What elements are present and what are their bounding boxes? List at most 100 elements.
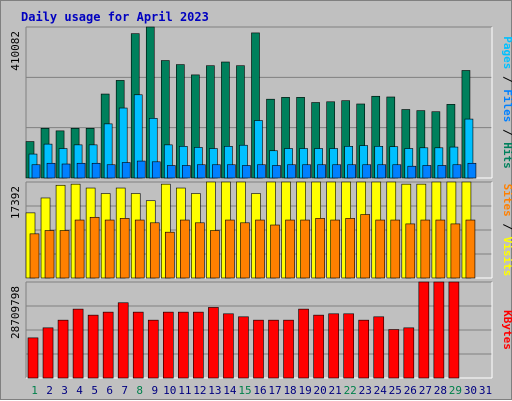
bar-sites	[360, 214, 371, 279]
bar-pages	[227, 164, 236, 179]
x-tick-label: 11	[178, 384, 191, 397]
x-tick-label: 20	[314, 384, 327, 397]
bar-sites	[375, 219, 386, 279]
chart-title: Daily usage for April 2023	[21, 10, 209, 24]
bar-sites	[104, 219, 115, 279]
bar-sites	[149, 222, 160, 279]
bar-kbytes	[147, 319, 159, 379]
bar-pages	[61, 163, 71, 179]
x-tick-label: 9	[151, 384, 158, 397]
bar-kbytes	[162, 311, 174, 379]
bar-kbytes	[223, 313, 234, 379]
bar-pages	[242, 165, 251, 179]
bar-sites	[59, 230, 70, 279]
x-tick-label: 13	[208, 384, 221, 397]
bar-sites	[420, 219, 431, 279]
x-tick-label: 21	[329, 384, 342, 397]
bar-sites	[465, 219, 476, 279]
bar-kbytes	[57, 319, 69, 379]
x-tick-label: 18	[283, 384, 296, 397]
y-axis-label-part: Sites	[501, 184, 512, 217]
x-tick-label: 14	[223, 384, 237, 397]
bar-sites	[195, 222, 205, 279]
bar-kbytes	[27, 337, 39, 379]
bar-pages	[106, 164, 116, 179]
x-tick-label: 30	[464, 384, 477, 397]
bar-sites	[300, 219, 310, 279]
bar-kbytes	[298, 308, 309, 379]
bar-sites	[330, 219, 340, 279]
bar-pages	[362, 164, 372, 179]
bar-kbytes	[343, 313, 354, 379]
bar-pages	[467, 162, 477, 179]
bar-kbytes	[238, 316, 249, 379]
y-max-label: 28709798	[9, 286, 22, 339]
x-tick-label: 31	[479, 384, 492, 397]
bar-pages	[76, 162, 86, 179]
x-tick-label: 7	[121, 384, 128, 397]
bar-kbytes	[178, 311, 189, 379]
y-max-label: 410082	[9, 31, 22, 71]
bar-sites	[285, 219, 295, 279]
bar-pages	[347, 164, 356, 179]
bar-sites	[240, 222, 250, 279]
bar-pages	[46, 162, 56, 179]
x-tick-label: 24	[374, 384, 388, 397]
bar-kbytes	[448, 281, 460, 379]
bar-kbytes	[72, 308, 84, 379]
bar-kbytes	[102, 311, 114, 379]
bar-pages	[452, 164, 462, 179]
bar-sites	[119, 218, 130, 279]
bar-kbytes	[313, 314, 324, 379]
bar-sites	[225, 219, 235, 279]
bar-pages	[121, 162, 131, 179]
x-tick-label: 5	[91, 384, 98, 397]
bar-sites	[74, 219, 85, 279]
x-tick-label: 26	[404, 384, 417, 397]
bar-kbytes	[388, 329, 400, 379]
bar-pages	[272, 165, 281, 179]
y-axis-label: KBytes	[501, 310, 512, 350]
bar-pages	[197, 164, 206, 179]
y-axis-label-part: Files	[501, 89, 512, 122]
x-tick-label: 3	[61, 384, 68, 397]
x-tick-label: 15	[238, 384, 251, 397]
bar-kbytes	[433, 281, 445, 379]
bar-kbytes	[418, 281, 430, 379]
bar-pages	[151, 161, 161, 179]
y-max-label: 17392	[9, 186, 22, 219]
bar-pages	[136, 160, 146, 179]
bar-pages	[182, 165, 191, 179]
y-axis-label-part: /	[501, 69, 512, 89]
bar-kbytes	[268, 319, 279, 379]
y-axis-label-part: Hits	[501, 142, 512, 169]
x-axis-labels: 1 2 3 4 5 6 7 8 9 10 11 12 13 14 15 16 17 18 19 20 21 22 23 24 2…	[31, 384, 492, 397]
bar-pages	[332, 164, 341, 179]
bar-pages	[302, 164, 311, 179]
bar-kbytes	[193, 311, 204, 379]
x-tick-label: 27	[419, 384, 432, 397]
bar-sites	[210, 230, 220, 279]
bar-pages	[257, 164, 266, 179]
bar-sites	[180, 219, 190, 279]
bar-sites	[390, 219, 401, 279]
bar-sites	[270, 224, 280, 279]
y-axis-label-part: Visits	[501, 237, 512, 277]
panel-kbytes: 28709798 KBytes	[9, 281, 512, 379]
x-tick-label: 12	[193, 384, 206, 397]
bar-sites	[164, 231, 175, 279]
x-tick-label: 23	[359, 384, 372, 397]
bar-kbytes	[87, 314, 99, 379]
bar-kbytes	[253, 319, 264, 379]
bar-pages	[407, 165, 417, 179]
x-tick-label: 25	[389, 384, 402, 397]
x-tick-label: 6	[106, 384, 113, 397]
bar-pages	[317, 164, 326, 179]
bar-sites	[89, 216, 100, 279]
bar-pages	[31, 164, 41, 179]
bar-sites	[255, 219, 265, 279]
bar-kbytes	[358, 319, 370, 379]
x-tick-label: 8	[136, 384, 143, 397]
